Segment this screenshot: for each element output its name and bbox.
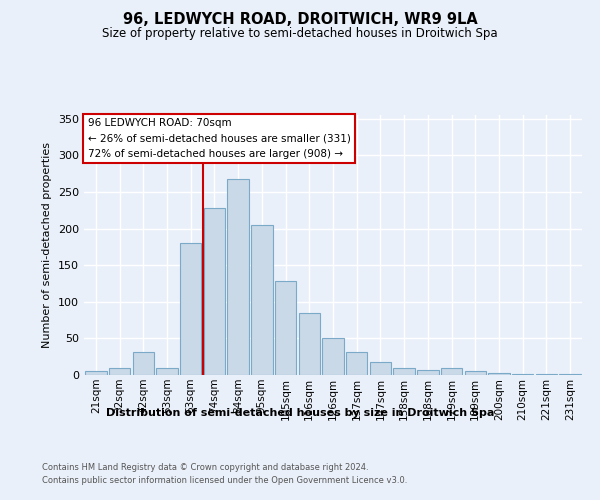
Bar	[512, 374, 533, 375]
Text: 96 LEDWYCH ROAD: 70sqm
← 26% of semi-detached houses are smaller (331)
72% of se: 96 LEDWYCH ROAD: 70sqm ← 26% of semi-det…	[88, 118, 350, 159]
Bar	[322, 338, 344, 375]
Bar	[180, 243, 202, 375]
Bar	[227, 178, 249, 375]
Bar	[251, 225, 272, 375]
Text: 96, LEDWYCH ROAD, DROITWICH, WR9 9LA: 96, LEDWYCH ROAD, DROITWICH, WR9 9LA	[122, 12, 478, 28]
Bar	[85, 372, 107, 375]
Bar	[299, 312, 320, 375]
Text: Distribution of semi-detached houses by size in Droitwich Spa: Distribution of semi-detached houses by …	[106, 408, 494, 418]
Bar	[157, 368, 178, 375]
Bar	[370, 362, 391, 375]
Bar	[109, 368, 130, 375]
Bar	[394, 368, 415, 375]
Bar	[275, 282, 296, 375]
Bar	[417, 370, 439, 375]
Y-axis label: Number of semi-detached properties: Number of semi-detached properties	[43, 142, 52, 348]
Bar	[133, 352, 154, 375]
Bar	[441, 368, 462, 375]
Bar	[559, 374, 581, 375]
Text: Contains public sector information licensed under the Open Government Licence v3: Contains public sector information licen…	[42, 476, 407, 485]
Text: Size of property relative to semi-detached houses in Droitwich Spa: Size of property relative to semi-detach…	[102, 28, 498, 40]
Bar	[346, 352, 367, 375]
Bar	[488, 373, 509, 375]
Text: Contains HM Land Registry data © Crown copyright and database right 2024.: Contains HM Land Registry data © Crown c…	[42, 462, 368, 471]
Bar	[204, 208, 225, 375]
Bar	[536, 374, 557, 375]
Bar	[464, 372, 486, 375]
